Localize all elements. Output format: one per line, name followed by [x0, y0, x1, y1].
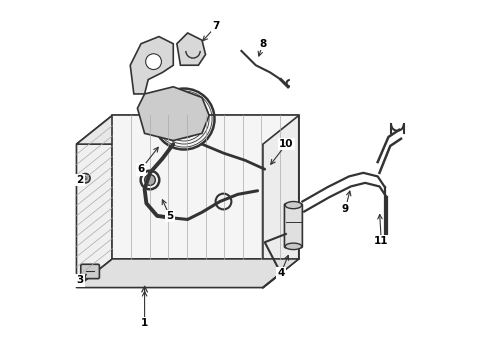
Ellipse shape: [285, 243, 302, 249]
Ellipse shape: [285, 202, 302, 209]
Text: 3: 3: [76, 275, 84, 285]
Circle shape: [179, 114, 189, 123]
Polygon shape: [76, 259, 299, 288]
Circle shape: [175, 110, 193, 128]
Circle shape: [146, 54, 161, 69]
Polygon shape: [76, 116, 112, 288]
Polygon shape: [177, 33, 205, 65]
Circle shape: [145, 175, 155, 185]
Text: 8: 8: [259, 39, 267, 49]
Text: 2: 2: [76, 175, 84, 185]
Circle shape: [83, 176, 88, 180]
FancyBboxPatch shape: [285, 204, 302, 248]
Text: 7: 7: [213, 21, 220, 31]
Polygon shape: [130, 37, 173, 94]
FancyBboxPatch shape: [81, 264, 99, 279]
Text: 5: 5: [166, 211, 173, 221]
Circle shape: [81, 174, 90, 183]
Polygon shape: [137, 87, 209, 140]
Text: 1: 1: [141, 319, 148, 328]
Polygon shape: [76, 116, 299, 144]
Text: 6: 6: [137, 164, 145, 174]
Text: 4: 4: [277, 268, 285, 278]
Text: 11: 11: [374, 236, 389, 246]
Polygon shape: [112, 116, 299, 259]
Polygon shape: [263, 116, 299, 288]
Text: 10: 10: [279, 139, 294, 149]
Text: 9: 9: [342, 204, 349, 214]
